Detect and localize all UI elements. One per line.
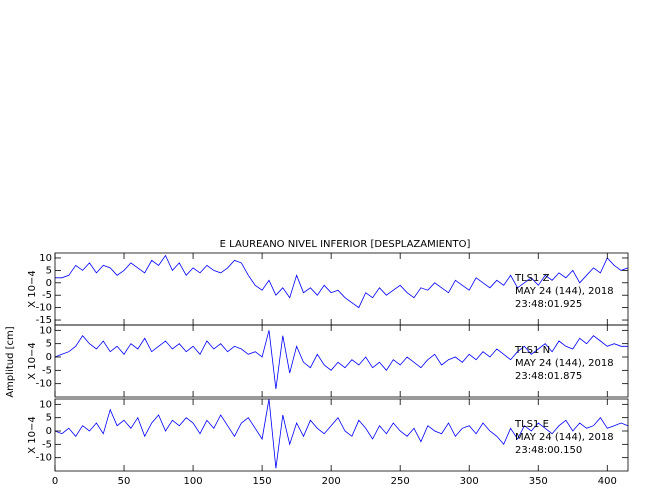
y-tick-label: 0 (46, 278, 52, 289)
annotation: 23:48:00.150 (515, 445, 582, 456)
x-tick-label: 200 (322, 476, 341, 487)
y-tick-label: 5 (46, 339, 52, 350)
panel-frame (54, 398, 629, 472)
x-tick-label: 250 (391, 476, 410, 487)
y-tick-label: -5 (42, 290, 52, 301)
scale-label: X 10−4 (27, 342, 38, 380)
y-tick-label: 10 (39, 253, 52, 264)
chart-title: E LAUREANO NIVEL INFERIOR [DESPLAZAMIENT… (220, 239, 471, 250)
x-tick-label: 100 (184, 476, 203, 487)
annotation: TLS1 E (514, 419, 549, 430)
x-tick-label: 150 (253, 476, 272, 487)
y-tick-label: 0 (46, 426, 52, 437)
annotation: TLS1 Z (514, 273, 550, 284)
y-tick-label: -5 (42, 365, 52, 376)
annotation: TLS1 N (514, 345, 550, 356)
y-tick-label: 10 (39, 399, 52, 410)
annotation: MAY 24 (144), 2018 (515, 286, 614, 297)
annotation: 23:48:01.875 (515, 371, 582, 382)
annotation: 23:48:01.925 (515, 299, 582, 310)
annotation: MAY 24 (144), 2018 (515, 432, 614, 443)
y-axis-label: Amplitud [cm] (5, 326, 16, 397)
y-tick-label: -5 (42, 439, 52, 450)
y-tick-label: -15 (36, 315, 52, 326)
x-tick-label: 400 (598, 476, 617, 487)
x-tick-label: 300 (460, 476, 479, 487)
waveform (55, 254, 629, 309)
y-tick-label: -10 (36, 303, 52, 314)
scale-label: X 10−4 (27, 416, 38, 454)
x-tick-label: 350 (529, 476, 548, 487)
y-tick-label: 5 (46, 265, 52, 276)
y-tick-label: -10 (36, 379, 52, 390)
panel-frame (54, 324, 629, 398)
y-tick-label: 5 (46, 413, 52, 424)
x-tick-label: 50 (118, 476, 131, 487)
scale-label: X 10−4 (27, 270, 38, 308)
x-tick-label: 0 (52, 476, 58, 487)
y-tick-label: 0 (46, 352, 52, 363)
y-tick-label: 10 (39, 325, 52, 336)
waveform (54, 330, 628, 390)
y-tick-label: -10 (36, 453, 52, 464)
annotation: MAY 24 (144), 2018 (515, 358, 614, 369)
waveform (54, 398, 629, 469)
